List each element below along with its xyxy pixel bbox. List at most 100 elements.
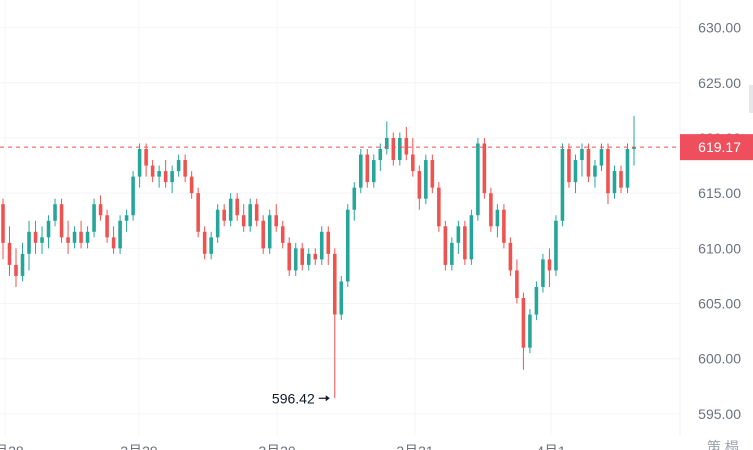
y-tick-label: 595.00 [698, 406, 741, 422]
candle-body [456, 226, 461, 243]
candle-body [7, 242, 12, 265]
y-tick-label: 615.00 [698, 185, 741, 201]
x-axis: 3月28 3月29 3月30 3月31 4月1 [0, 443, 566, 450]
candle-body [27, 231, 31, 254]
scrollbar-handle[interactable] [749, 85, 753, 113]
candle-body [300, 248, 305, 265]
candle-body [443, 226, 448, 265]
candle-body [313, 253, 318, 260]
candle-body [521, 298, 526, 348]
candle-body [319, 231, 324, 260]
candle-body [476, 143, 480, 216]
candle-body [632, 147, 636, 150]
y-tick-label: 605.00 [698, 296, 741, 312]
candle-body [534, 286, 539, 315]
candle-body [404, 137, 409, 155]
x-tick-label: 4月1 [536, 443, 566, 450]
candle-body [222, 209, 226, 221]
candle-body [515, 270, 519, 299]
candle-body [625, 149, 630, 188]
candle-body [215, 209, 220, 238]
candle-body [385, 137, 389, 150]
low-price-label: 596.42 [272, 390, 315, 406]
x-tick-label: 3月29 [120, 443, 158, 450]
candle-body [293, 248, 298, 271]
candle-body [46, 220, 51, 238]
candle-body [85, 231, 90, 243]
candle-body [619, 171, 623, 188]
candle-body [612, 171, 617, 194]
candle-body [365, 154, 370, 183]
candle-body [560, 149, 565, 221]
candle-body [567, 149, 571, 183]
candle-body [1, 204, 5, 243]
candle-body [241, 215, 246, 227]
candle-body [508, 242, 513, 271]
candle-body [541, 259, 545, 287]
candle-body [228, 198, 233, 221]
candle-body [176, 160, 181, 172]
candle-body [411, 154, 415, 172]
candle-body [482, 143, 487, 194]
candle-body [235, 198, 239, 216]
candle-body [92, 204, 96, 232]
candle-body [202, 231, 207, 254]
candle-body [358, 154, 363, 188]
candle-body [547, 259, 552, 271]
x-tick-label: 3月30 [258, 443, 296, 450]
candle-body [332, 253, 337, 315]
candle-body [118, 220, 122, 249]
candle-body [424, 160, 428, 199]
candle-body [339, 281, 344, 315]
candle-body [430, 160, 435, 188]
candle-body [306, 253, 311, 265]
candle-body [209, 237, 213, 254]
candle-body [326, 231, 331, 254]
candle-body [345, 209, 350, 282]
candle-body [378, 149, 383, 161]
candle-body [163, 171, 168, 183]
x-tick-label: 3月28 [0, 443, 24, 450]
y-tick-label: 600.00 [698, 351, 741, 367]
candle-body [287, 242, 292, 271]
candle-body [53, 204, 57, 221]
candle-body [40, 237, 44, 243]
y-tick-label: 610.00 [698, 240, 741, 256]
candle-body [66, 237, 70, 243]
branding-text: 策 榻 [707, 439, 739, 450]
candle-body [437, 187, 441, 227]
candle-body [131, 176, 135, 216]
candle-body [59, 204, 64, 238]
current-price-tag [680, 134, 753, 161]
current-price-label: 619.17 [698, 139, 741, 155]
candle-body [593, 165, 597, 177]
candle-body [98, 204, 103, 216]
candle-body [33, 231, 38, 243]
x-tick-label: 3月31 [396, 443, 434, 450]
candle-body [183, 160, 187, 177]
candle-body [280, 226, 285, 243]
markers: 619.17 596.42 [0, 134, 753, 406]
candle-body [554, 220, 558, 271]
grid [0, 27, 680, 415]
candle-body [586, 149, 591, 177]
candle-body [196, 193, 200, 232]
candle-body [79, 231, 83, 243]
candle-body [274, 215, 279, 227]
candle-body [495, 209, 500, 227]
candle-body [391, 137, 396, 161]
low-arrow-head [325, 395, 330, 402]
y-axis: 630.00625.00620.00615.00610.00605.00600.… [698, 20, 741, 422]
candle-body [469, 215, 474, 260]
candle-body [606, 149, 610, 194]
candle-body [450, 242, 454, 265]
candle-body [72, 231, 77, 243]
candle-body [105, 215, 109, 238]
y-tick-label: 625.00 [698, 75, 741, 91]
candle-body [417, 171, 422, 199]
candle-body [137, 149, 142, 177]
candle-body [150, 165, 155, 177]
candle-body [189, 176, 194, 194]
candle-body [489, 193, 493, 227]
